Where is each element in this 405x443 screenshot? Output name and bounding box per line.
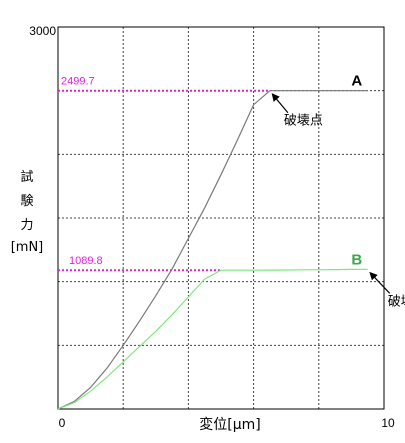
x-axis-label: 変位[μm] bbox=[199, 417, 261, 433]
y-axis-label-line: 験 bbox=[20, 194, 34, 209]
y-tick-label: 3000 bbox=[29, 24, 56, 38]
grid-lines bbox=[58, 27, 384, 409]
reference-label: 2499.7 bbox=[61, 76, 95, 88]
y-axis-label-line: 試 bbox=[20, 170, 34, 185]
series-label-a: A bbox=[351, 73, 362, 90]
reference-lines bbox=[58, 89, 270, 272]
series-line-a bbox=[57, 90, 368, 410]
y-axis-label-line: 力 bbox=[20, 218, 34, 233]
x-tick-label: 0 bbox=[59, 416, 66, 430]
plot-frame bbox=[57, 26, 385, 410]
series-group: AB bbox=[57, 73, 368, 410]
break-point-label: 破壊点 bbox=[284, 114, 323, 129]
y-axis-label-line: [mN] bbox=[10, 240, 44, 255]
break-point-arrow bbox=[369, 271, 391, 294]
series-label-b: B bbox=[351, 251, 362, 268]
tick-labels: 0 10 3000 bbox=[29, 24, 395, 430]
break-point-label: 破壊点 bbox=[388, 294, 405, 309]
x-tick-label: 10 bbox=[381, 416, 395, 430]
reference-label: 1089.8 bbox=[69, 255, 103, 267]
series-line-b bbox=[57, 268, 368, 410]
break-point-arrow bbox=[271, 93, 289, 114]
